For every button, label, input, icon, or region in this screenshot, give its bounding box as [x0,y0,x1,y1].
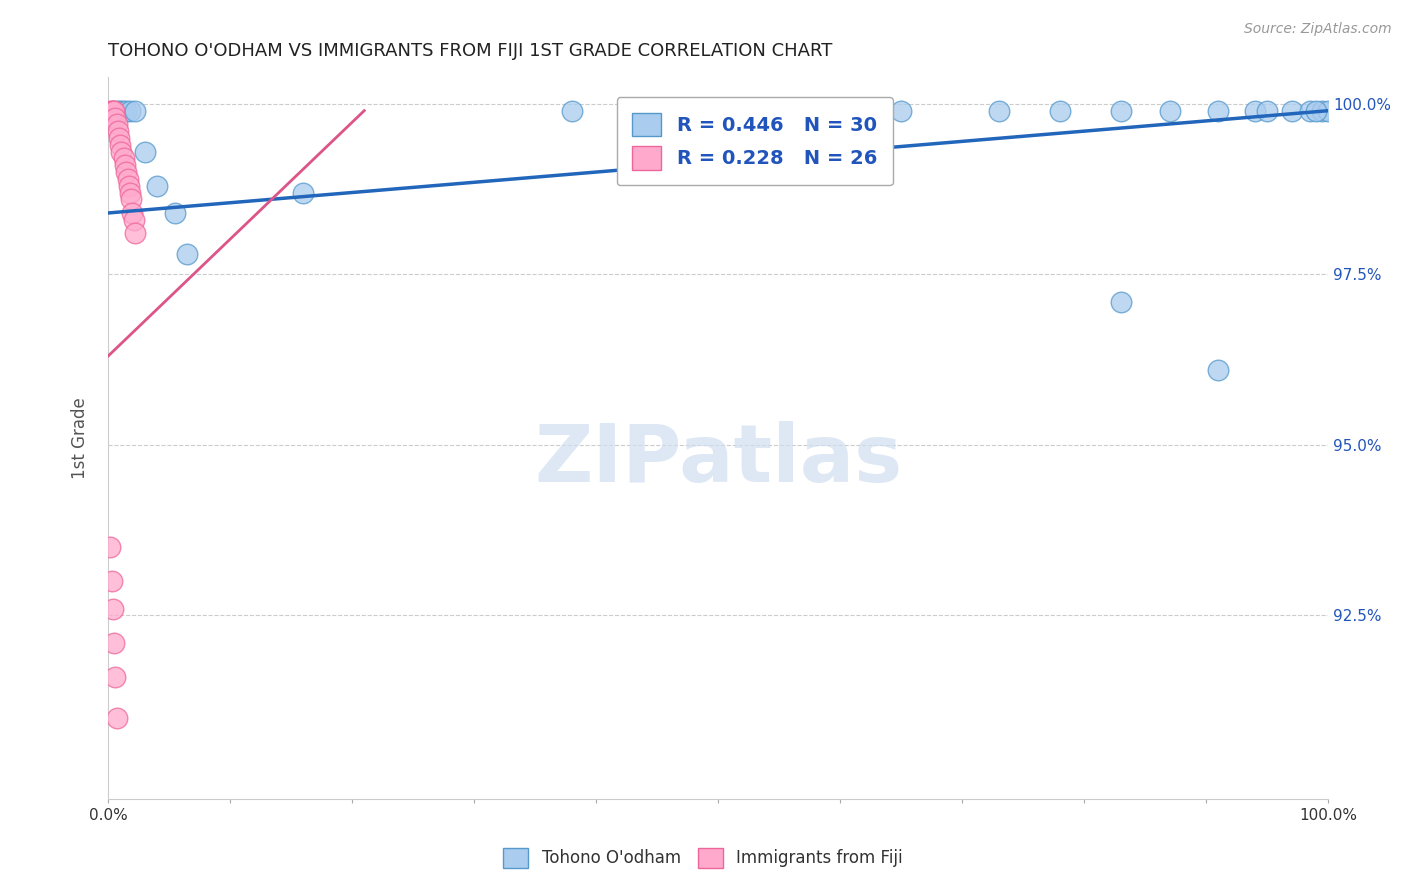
Point [1109,294,1132,309]
Point [124,103,146,118]
Legend: R = 0.446   N = 30, R = 0.228   N = 26: R = 0.446 N = 30, R = 0.228 N = 26 [617,97,893,186]
Text: ZIPatlas: ZIPatlas [534,421,903,499]
Point [118,178,141,193]
Point [124,227,146,241]
Point [100,540,122,554]
Point [107,124,129,138]
Point [1208,363,1230,377]
Point [103,103,125,118]
Point [110,145,132,159]
Text: TOHONO O'ODHAM VS IMMIGRANTS FROM FIJI 1ST GRADE CORRELATION CHART: TOHONO O'ODHAM VS IMMIGRANTS FROM FIJI 1… [108,42,832,60]
Point [1244,103,1267,118]
Point [100,574,122,589]
Point [105,117,128,131]
Point [101,103,124,118]
Point [120,192,142,206]
Point [561,103,583,118]
Point [1317,103,1340,118]
Point [121,206,143,220]
Point [1310,103,1333,118]
Point [1299,103,1322,118]
Point [114,158,136,172]
Point [108,131,131,145]
Point [112,152,135,166]
Point [1049,103,1071,118]
Point [1281,103,1303,118]
Point [115,103,138,118]
Point [146,178,169,193]
Point [115,165,138,179]
Point [103,635,125,649]
Point [731,103,754,118]
Point [118,103,141,118]
Point [107,103,129,118]
Point [292,186,315,200]
Point [134,145,156,159]
Point [108,137,131,152]
Point [987,103,1010,118]
Point [890,103,912,118]
Point [100,103,122,118]
Point [103,103,125,118]
Point [117,172,139,186]
Y-axis label: 1st Grade: 1st Grade [72,397,89,479]
Text: Source: ZipAtlas.com: Source: ZipAtlas.com [1244,22,1392,37]
Point [165,206,187,220]
Point [1109,103,1132,118]
Point [1208,103,1230,118]
Point [118,186,141,200]
Point [1159,103,1181,118]
Legend: Tohono O'odham, Immigrants from Fiji: Tohono O'odham, Immigrants from Fiji [496,841,910,875]
Point [104,670,127,684]
Point [100,111,122,125]
Point [100,103,122,118]
Point [1305,103,1327,118]
Point [101,601,124,615]
Point [105,711,128,725]
Point [1256,103,1278,118]
Point [108,103,131,118]
Point [122,212,145,227]
Point [176,247,198,261]
Point [111,103,134,118]
Point [104,111,127,125]
